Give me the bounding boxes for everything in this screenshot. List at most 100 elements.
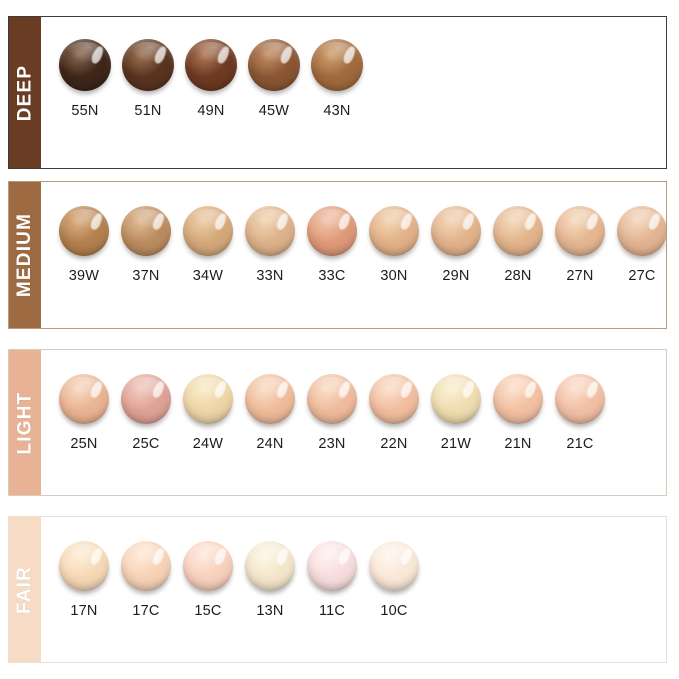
swatch-cell[interactable]: 30N	[369, 206, 419, 284]
swatch-cell[interactable]: 33C	[307, 206, 357, 284]
swatch-cell[interactable]: 33N	[245, 206, 295, 284]
shade-swatch-11c[interactable]	[307, 541, 357, 591]
shade-swatch-25n[interactable]	[59, 374, 109, 424]
swatch-cell[interactable]: 27C	[617, 206, 666, 284]
shade-swatch-37n[interactable]	[121, 206, 171, 256]
swatch-cell[interactable]: 17N	[59, 541, 109, 619]
shade-label-15c: 15C	[194, 603, 222, 619]
shade-swatch-17c[interactable]	[121, 541, 171, 591]
shade-swatch-49n[interactable]	[185, 39, 237, 91]
shade-label-33n: 33N	[256, 268, 284, 284]
shade-label-10c: 10C	[380, 603, 408, 619]
shade-swatch-21c[interactable]	[555, 374, 605, 424]
shade-swatch-39w[interactable]	[59, 206, 109, 256]
swatch-cell[interactable]: 27N	[555, 206, 605, 284]
shade-label-27c: 27C	[628, 268, 656, 284]
shade-label-39w: 39W	[68, 268, 100, 284]
shade-section-medium: MEDIUM 39W 37N 34W 33N 33C 30N 29N 28N 27N 27C	[8, 181, 667, 329]
swatch-row-medium: 39W 37N 34W 33N 33C 30N 29N 28N 27N 27C	[41, 182, 666, 328]
swatch-cell[interactable]: 21C	[555, 374, 605, 452]
swatch-cell[interactable]: 25N	[59, 374, 109, 452]
swatch-cell[interactable]: 29N	[431, 206, 481, 284]
swatch-cell[interactable]: 43N	[311, 39, 363, 119]
swatch-cell[interactable]: 45W	[248, 39, 300, 119]
swatch-cell[interactable]: 21N	[493, 374, 543, 452]
swatch-cell[interactable]: 15C	[183, 541, 233, 619]
shade-swatch-15c[interactable]	[183, 541, 233, 591]
shade-swatch-29n[interactable]	[431, 206, 481, 256]
swatch-cell[interactable]: 17C	[121, 541, 171, 619]
shade-swatch-33n[interactable]	[245, 206, 295, 256]
shade-swatch-28n[interactable]	[493, 206, 543, 256]
shade-label-51n: 51N	[134, 103, 162, 119]
swatch-cell[interactable]: 55N	[59, 39, 111, 119]
shade-swatch-22n[interactable]	[369, 374, 419, 424]
shade-label-21w: 21W	[440, 436, 472, 452]
shade-swatch-27n[interactable]	[555, 206, 605, 256]
shade-section-deep: DEEP 55N 51N 49N 45W 43N	[8, 16, 667, 169]
swatch-cell[interactable]: 25C	[121, 374, 171, 452]
shade-label-13n: 13N	[256, 603, 284, 619]
shade-swatch-21n[interactable]	[493, 374, 543, 424]
shade-label-24n: 24N	[256, 436, 284, 452]
shade-label-49n: 49N	[197, 103, 225, 119]
swatch-cell[interactable]: 37N	[121, 206, 171, 284]
swatch-cell[interactable]: 23N	[307, 374, 357, 452]
shade-swatch-55n[interactable]	[59, 39, 111, 91]
shade-swatch-10c[interactable]	[369, 541, 419, 591]
swatch-cell[interactable]: 39W	[59, 206, 109, 284]
swatch-cell[interactable]: 28N	[493, 206, 543, 284]
shade-label-22n: 22N	[380, 436, 408, 452]
swatch-row-light: 25N 25C 24W 24N 23N 22N 21W 21N 21C	[41, 350, 666, 495]
shade-swatch-43n[interactable]	[311, 39, 363, 91]
category-bar-medium: MEDIUM	[9, 182, 41, 328]
category-label-light: LIGHT	[14, 391, 35, 454]
shade-swatch-21w[interactable]	[431, 374, 481, 424]
swatch-cell[interactable]: 49N	[185, 39, 237, 119]
category-label-fair: FAIR	[14, 565, 35, 614]
swatch-cell[interactable]: 34W	[183, 206, 233, 284]
shade-swatch-25c[interactable]	[121, 374, 171, 424]
shade-swatch-30n[interactable]	[369, 206, 419, 256]
shade-swatch-17n[interactable]	[59, 541, 109, 591]
shade-label-28n: 28N	[504, 268, 532, 284]
swatch-cell[interactable]: 22N	[369, 374, 419, 452]
shade-label-21c: 21C	[566, 436, 594, 452]
shade-label-37n: 37N	[132, 268, 160, 284]
shade-swatch-34w[interactable]	[183, 206, 233, 256]
swatch-cell[interactable]: 24W	[183, 374, 233, 452]
shade-label-17n: 17N	[70, 603, 98, 619]
swatch-row-deep: 55N 51N 49N 45W 43N	[41, 17, 666, 168]
swatch-cell[interactable]: 10C	[369, 541, 419, 619]
shade-label-45w: 45W	[258, 103, 290, 119]
shade-label-24w: 24W	[192, 436, 224, 452]
shade-swatch-27c[interactable]	[617, 206, 666, 256]
shade-label-11c: 11C	[318, 603, 346, 619]
swatch-cell[interactable]: 21W	[431, 374, 481, 452]
shade-label-17c: 17C	[132, 603, 160, 619]
shade-section-light: LIGHT 25N 25C 24W 24N 23N 22N 21W 21N 21C	[8, 349, 667, 496]
shade-label-29n: 29N	[442, 268, 470, 284]
swatch-cell[interactable]: 11C	[307, 541, 357, 619]
shade-swatch-33c[interactable]	[307, 206, 357, 256]
swatch-cell[interactable]: 51N	[122, 39, 174, 119]
shade-label-23n: 23N	[318, 436, 346, 452]
swatch-cell[interactable]: 24N	[245, 374, 295, 452]
shade-swatch-24w[interactable]	[183, 374, 233, 424]
shade-swatch-51n[interactable]	[122, 39, 174, 91]
shade-swatch-24n[interactable]	[245, 374, 295, 424]
shade-section-fair: FAIR 17N 17C 15C 13N 11C 10C	[8, 516, 667, 663]
shade-label-43n: 43N	[323, 103, 351, 119]
shade-swatch-13n[interactable]	[245, 541, 295, 591]
shade-label-25n: 25N	[70, 436, 98, 452]
category-label-medium: MEDIUM	[14, 212, 35, 298]
shade-label-25c: 25C	[132, 436, 160, 452]
shade-label-30n: 30N	[380, 268, 408, 284]
swatch-row-fair: 17N 17C 15C 13N 11C 10C	[41, 517, 666, 662]
shade-label-55n: 55N	[71, 103, 99, 119]
shade-label-33c: 33C	[318, 268, 346, 284]
shade-swatch-23n[interactable]	[307, 374, 357, 424]
shade-swatch-45w[interactable]	[248, 39, 300, 91]
swatch-cell[interactable]: 13N	[245, 541, 295, 619]
